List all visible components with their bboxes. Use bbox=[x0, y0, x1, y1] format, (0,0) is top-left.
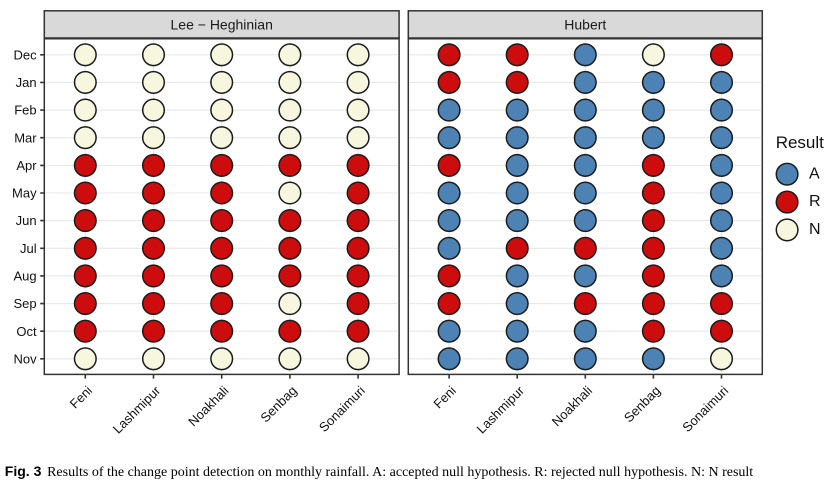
svg-text:Lee − Heghinian: Lee − Heghinian bbox=[171, 17, 273, 33]
svg-text:Jul: Jul bbox=[20, 241, 37, 256]
svg-text:Mar: Mar bbox=[14, 130, 37, 145]
svg-text:Apr: Apr bbox=[16, 158, 37, 173]
svg-text:Jun: Jun bbox=[16, 213, 37, 228]
svg-text:A: A bbox=[809, 165, 820, 182]
svg-text:N: N bbox=[809, 221, 821, 238]
svg-text:May: May bbox=[12, 186, 37, 201]
svg-text:R: R bbox=[809, 193, 821, 210]
svg-text:Jan: Jan bbox=[16, 75, 37, 90]
svg-text:Aug: Aug bbox=[13, 269, 36, 284]
svg-text:Result: Result bbox=[776, 133, 824, 152]
svg-text:Feb: Feb bbox=[14, 103, 36, 118]
svg-text:Dec: Dec bbox=[13, 47, 37, 62]
svg-text:Nov: Nov bbox=[13, 351, 37, 366]
svg-text:Hubert: Hubert bbox=[564, 17, 606, 33]
svg-text:Sep: Sep bbox=[13, 296, 36, 311]
svg-text:Oct: Oct bbox=[16, 324, 37, 339]
